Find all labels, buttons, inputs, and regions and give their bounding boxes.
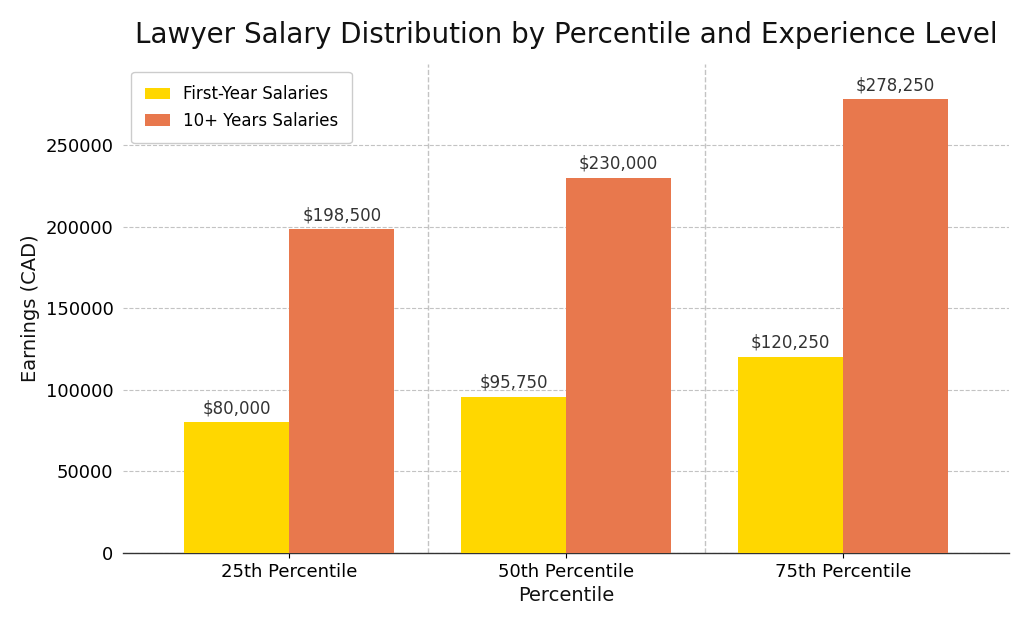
Text: $230,000: $230,000 <box>579 155 658 173</box>
Text: $198,500: $198,500 <box>302 207 381 224</box>
Bar <box>566 178 672 553</box>
Text: $95,750: $95,750 <box>479 374 548 392</box>
Bar <box>289 229 394 553</box>
Bar <box>737 357 843 553</box>
Legend: First-Year Salaries, 10+ Years Salaries: First-Year Salaries, 10+ Years Salaries <box>132 72 351 143</box>
Y-axis label: Earnings (CAD): Earnings (CAD) <box>21 235 40 382</box>
Text: $120,250: $120,250 <box>751 334 830 352</box>
X-axis label: Percentile: Percentile <box>518 586 614 605</box>
Text: $80,000: $80,000 <box>202 399 271 418</box>
Bar <box>184 423 289 553</box>
Bar <box>460 397 566 553</box>
Bar <box>843 99 949 553</box>
Text: $278,250: $278,250 <box>856 76 935 95</box>
Title: Lawyer Salary Distribution by Percentile and Experience Level: Lawyer Salary Distribution by Percentile… <box>135 21 997 49</box>
